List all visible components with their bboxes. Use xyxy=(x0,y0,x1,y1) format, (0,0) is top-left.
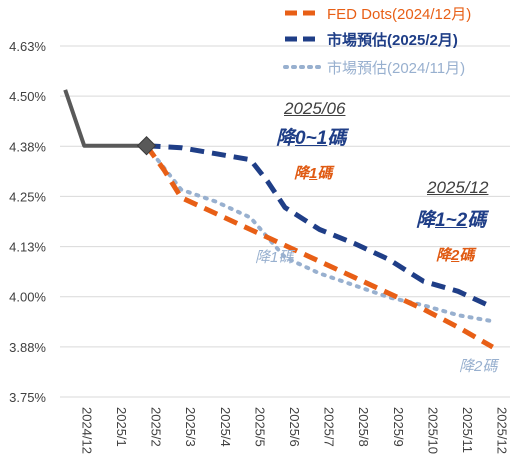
junction-marker xyxy=(136,136,157,156)
annotation-prev-cut-2025-06: 降1碼 xyxy=(255,249,294,266)
annotation-market-cut-2025-12: 降1~2碼 xyxy=(416,210,487,231)
y-tick-label: 4.50% xyxy=(9,89,46,104)
annotation-prev-cut-2025-12: 降2碼 xyxy=(459,358,498,375)
y-tick-label: 4.25% xyxy=(9,189,46,204)
legend-swatch-market-2024-11 xyxy=(283,65,323,69)
x-tick-label: 2025/2 xyxy=(149,407,164,447)
x-tick-label: 2025/1 xyxy=(114,407,129,447)
annotation-date-2025-12: 2025/12 xyxy=(427,178,489,197)
y-tick-label: 3.75% xyxy=(9,390,46,405)
y-tick-label: 4.00% xyxy=(9,290,46,305)
annotation-date-2025-06: 2025/06 xyxy=(284,99,346,118)
annotation-fed-cut-2025-06: 降1碼 xyxy=(294,165,333,182)
x-tick-label: 2024/12 xyxy=(79,407,94,454)
series-line-2 xyxy=(144,143,495,324)
annotation-fed-cut-2025-12: 降2碼 xyxy=(436,247,475,264)
x-tick-label: 2025/5 xyxy=(252,407,267,447)
x-tick-label: 2025/9 xyxy=(391,407,406,447)
legend-item-market-2024-11: 市場預估(2024/11月) xyxy=(283,56,465,78)
x-tick-label: 2025/12 xyxy=(495,407,510,454)
legend-label-fed-dots: FED Dots(2024/12月) xyxy=(327,5,472,23)
x-tick-label: 2025/10 xyxy=(425,407,440,454)
x-tick-label: 2025/4 xyxy=(218,407,233,447)
series-line-0 xyxy=(144,144,494,350)
series-line-1 xyxy=(146,143,494,310)
legend-swatch-market-2025-2 xyxy=(285,36,321,42)
y-tick-label: 4.13% xyxy=(9,240,46,255)
y-tick-label: 4.38% xyxy=(9,139,46,154)
legend-label-market-2025-2: 市場預估(2025/2月) xyxy=(327,31,458,49)
legend-label-market-2024-11: 市場預估(2024/11月) xyxy=(327,59,466,77)
history-line xyxy=(63,89,147,148)
x-tick-label: 2025/7 xyxy=(322,407,337,447)
x-tick-label: 2025/11 xyxy=(460,407,475,453)
legend-swatch-fed-dots xyxy=(285,10,321,16)
y-tick-label: 4.63% xyxy=(9,39,46,54)
x-tick-label: 2025/8 xyxy=(356,407,371,447)
legend-item-fed-dots: FED Dots(2024/12月) xyxy=(283,2,471,24)
x-tick-label: 2025/3 xyxy=(183,407,198,447)
y-tick-label: 3.88% xyxy=(9,340,46,355)
x-tick-label: 2025/6 xyxy=(287,407,302,447)
annotation-market-cut-2025-06: 降0~1碼 xyxy=(276,128,347,149)
legend-item-market-2025-2: 市場預估(2025/2月) xyxy=(283,28,458,50)
